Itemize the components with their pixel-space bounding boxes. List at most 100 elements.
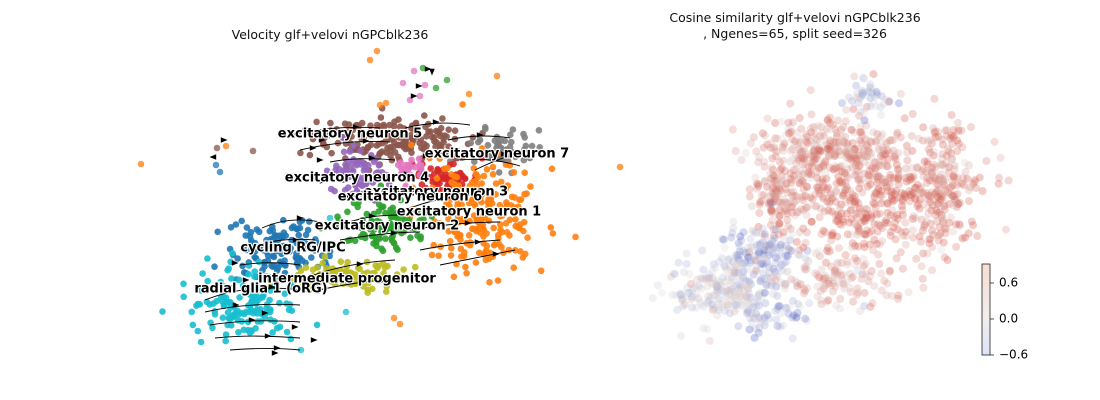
- cell-point: [727, 233, 736, 242]
- cell-point: [800, 169, 809, 178]
- cell-point: [281, 269, 289, 277]
- cell-point: [787, 275, 796, 284]
- cell-point: [941, 205, 949, 214]
- cell-point: [302, 240, 309, 247]
- cell-point: [941, 224, 950, 233]
- cell-point: [978, 187, 987, 195]
- cell-point: [699, 302, 708, 311]
- cell-point: [873, 175, 882, 184]
- cell-point: [850, 151, 859, 160]
- cell-point: [931, 127, 939, 136]
- cell-point: [348, 133, 355, 140]
- cell-point: [687, 303, 696, 312]
- cell-point: [470, 165, 478, 172]
- cell-point: [861, 230, 870, 239]
- cell-point: [797, 148, 806, 157]
- cell-point: [877, 269, 886, 278]
- cell-point: [399, 214, 407, 221]
- cell-point: [287, 335, 295, 343]
- cell-point: [902, 172, 911, 181]
- cell-point: [872, 210, 881, 219]
- velocity-arrowhead: [356, 261, 364, 267]
- cell-point: [859, 213, 868, 222]
- cell-point: [842, 171, 851, 180]
- cell-point: [877, 199, 886, 208]
- cell-point: [882, 139, 891, 148]
- velocity-streamline: [439, 249, 516, 266]
- cell-point: [837, 200, 846, 209]
- cell-point: [843, 149, 852, 158]
- cell-point: [958, 234, 967, 243]
- velocity-arrowhead: [316, 157, 324, 163]
- cell-point: [888, 194, 896, 203]
- cell-point: [262, 275, 270, 282]
- cell-point: [905, 176, 914, 185]
- cell-point: [787, 229, 796, 238]
- cell-point: [884, 199, 892, 208]
- cell-point: [863, 182, 872, 191]
- cell-point: [448, 206, 456, 214]
- cell-point: [867, 153, 876, 162]
- cell-point: [870, 199, 879, 208]
- cell-point: [512, 247, 519, 254]
- cell-point: [222, 337, 229, 345]
- cell-point: [816, 137, 825, 146]
- cell-point: [924, 191, 933, 200]
- cell-point: [235, 329, 242, 336]
- cell-point: [885, 266, 894, 275]
- cell-point: [851, 198, 860, 206]
- cell-point: [771, 134, 780, 143]
- cell-point: [380, 123, 388, 131]
- cell-point: [823, 115, 832, 124]
- cell-point: [772, 187, 781, 196]
- cell-point: [849, 194, 857, 203]
- cell-point: [804, 169, 813, 178]
- cell-point: [850, 128, 859, 137]
- cell-point: [446, 237, 454, 245]
- cell-point: [944, 169, 953, 177]
- cell-point: [357, 147, 364, 155]
- cell-point: [450, 160, 457, 168]
- cell-point: [859, 157, 868, 166]
- cell-point: [775, 179, 784, 188]
- velocity-arrowhead: [232, 302, 240, 308]
- cell-point: [951, 195, 960, 204]
- cell-point: [489, 163, 497, 171]
- cell-point: [503, 147, 510, 155]
- cell-point: [409, 184, 417, 192]
- cell-point: [941, 126, 950, 135]
- cell-point: [818, 175, 827, 184]
- cell-point: [918, 226, 927, 235]
- cell-point: [819, 226, 828, 235]
- cell-point: [386, 121, 394, 129]
- cell-point: [907, 190, 916, 199]
- cell-point: [443, 199, 450, 207]
- cell-point: [273, 324, 281, 332]
- cell-point: [841, 251, 850, 259]
- cell-point: [269, 329, 276, 336]
- cell-point: [527, 183, 534, 190]
- cell-point: [831, 210, 840, 219]
- cell-point: [819, 284, 828, 293]
- cell-point: [445, 143, 452, 150]
- cell-point: [306, 151, 314, 159]
- cell-point: [790, 198, 799, 207]
- cell-point: [833, 215, 842, 224]
- cell-point: [260, 246, 267, 254]
- cell-point: [763, 182, 772, 191]
- cell-point: [501, 137, 509, 145]
- cell-point: [341, 186, 349, 194]
- cell-point: [828, 120, 837, 129]
- cell-point: [796, 149, 805, 158]
- cell-point: [760, 288, 769, 297]
- cell-point: [734, 322, 743, 331]
- cell-point: [719, 273, 727, 282]
- cell-point: [806, 173, 815, 182]
- cell-point: [759, 254, 768, 263]
- cell-point: [343, 263, 351, 270]
- cell-point: [791, 211, 800, 220]
- cell-point: [867, 227, 876, 236]
- cell-point: [395, 153, 402, 161]
- cell-point: [922, 217, 931, 226]
- cell-point: [807, 158, 816, 167]
